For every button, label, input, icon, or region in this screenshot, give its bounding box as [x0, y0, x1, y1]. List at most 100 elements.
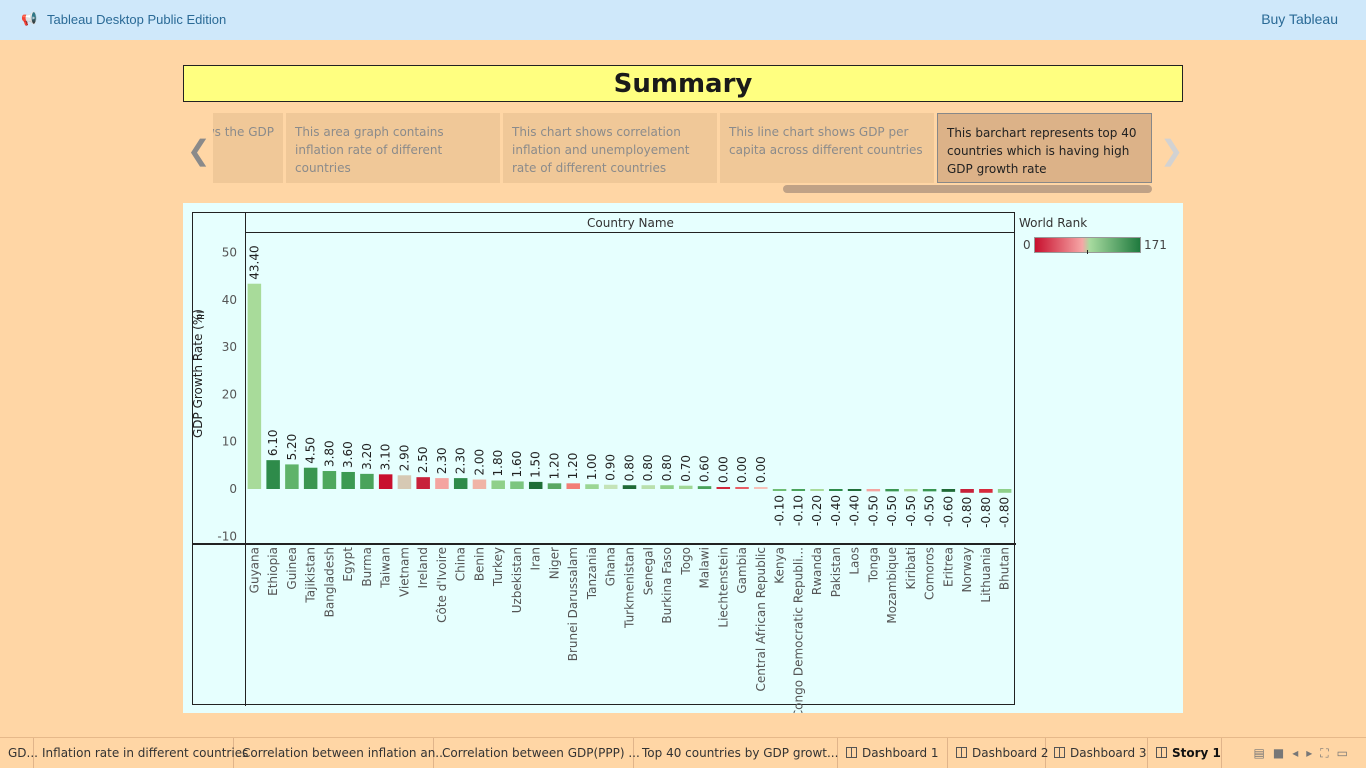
- story-point-3[interactable]: This chart shows correlation inflation a…: [503, 113, 717, 183]
- bar[interactable]: [303, 467, 318, 489]
- category-label[interactable]: Liechtenstein: [716, 547, 730, 628]
- bar[interactable]: [435, 478, 449, 489]
- story-point-1[interactable]: This map shows the GDP: [213, 113, 283, 183]
- category-label[interactable]: Pakistan: [829, 547, 843, 597]
- bar[interactable]: [528, 481, 543, 489]
- category-label[interactable]: Senegal: [641, 547, 655, 595]
- category-label[interactable]: Malawi: [698, 547, 712, 589]
- sheet-tab[interactable]: Dashboard 1: [838, 738, 948, 768]
- bar[interactable]: [397, 475, 412, 489]
- category-label[interactable]: Ghana: [604, 547, 618, 586]
- bar[interactable]: [791, 489, 806, 491]
- bar[interactable]: [285, 464, 299, 489]
- category-label[interactable]: Egypt: [341, 547, 355, 582]
- bar[interactable]: [622, 485, 637, 489]
- category-label[interactable]: Mozambique: [885, 547, 899, 624]
- bar[interactable]: [885, 489, 899, 492]
- category-label[interactable]: Togo: [679, 547, 693, 576]
- fit-icon[interactable]: ⛶: [1320, 746, 1337, 760]
- sheet-tab[interactable]: Dashboard 2: [948, 738, 1049, 768]
- category-label[interactable]: Tanzania: [585, 547, 599, 600]
- category-label[interactable]: Vietnam: [397, 547, 411, 597]
- chevron-left-icon[interactable]: ❮: [187, 134, 211, 167]
- category-label[interactable]: Taiwan: [379, 547, 393, 589]
- bar[interactable]: [866, 489, 881, 492]
- bar[interactable]: [472, 479, 487, 489]
- bar[interactable]: [341, 471, 355, 489]
- bar[interactable]: [829, 489, 843, 491]
- bar[interactable]: [266, 460, 280, 489]
- bar[interactable]: [641, 485, 656, 489]
- bar[interactable]: [979, 489, 993, 493]
- category-label[interactable]: Rwanda: [810, 547, 824, 595]
- bar[interactable]: [566, 483, 580, 489]
- bar[interactable]: [247, 283, 262, 489]
- category-label[interactable]: Bangladesh: [322, 547, 336, 617]
- category-label[interactable]: Ethiopia: [266, 547, 280, 596]
- category-label[interactable]: Laos: [848, 547, 862, 575]
- category-label[interactable]: Central African Republic: [754, 547, 768, 691]
- story-point-5[interactable]: This barchart represents top 40 countrie…: [937, 113, 1152, 183]
- bar[interactable]: [360, 473, 374, 489]
- category-label[interactable]: Niger: [547, 547, 561, 579]
- category-label[interactable]: Côte d'Ivoire: [435, 547, 449, 623]
- category-label[interactable]: Uzbekistan: [510, 547, 524, 613]
- category-label[interactable]: Kenya: [773, 547, 787, 584]
- bar[interactable]: [603, 484, 618, 489]
- category-label[interactable]: Norway: [960, 547, 974, 593]
- bar[interactable]: [772, 489, 787, 491]
- prev-icon[interactable]: ◂: [1292, 746, 1307, 760]
- story-scrollbar[interactable]: [783, 185, 1152, 193]
- category-label[interactable]: Burma: [360, 547, 374, 587]
- buy-tableau-link[interactable]: Buy Tableau: [1261, 11, 1338, 27]
- sheet-tab[interactable]: GD...: [0, 738, 38, 768]
- bar[interactable]: [322, 471, 337, 489]
- category-label[interactable]: Tonga: [866, 547, 880, 583]
- category-label[interactable]: Brunei Darussalam: [566, 547, 580, 661]
- bar[interactable]: [416, 477, 430, 489]
- bar[interactable]: [960, 489, 974, 493]
- bar[interactable]: [904, 489, 918, 492]
- category-label[interactable]: Bhutan: [998, 547, 1012, 590]
- bar[interactable]: [810, 489, 824, 491]
- bar[interactable]: [378, 474, 393, 489]
- sheet-tab[interactable]: Inflation rate in different countries: [34, 738, 248, 768]
- sheet-tab[interactable]: Correlation between GDP(PPP) ...: [434, 738, 640, 768]
- category-label[interactable]: Ireland: [416, 547, 430, 589]
- category-label[interactable]: Turkey: [491, 547, 505, 587]
- category-label[interactable]: Iran: [529, 547, 543, 570]
- bar[interactable]: [510, 481, 524, 489]
- category-label[interactable]: China: [454, 547, 468, 581]
- sheet-sorter-icon[interactable]: ▤: [1253, 746, 1273, 760]
- category-label[interactable]: Benin: [472, 547, 486, 581]
- present-icon[interactable]: ▭: [1336, 746, 1356, 760]
- bar[interactable]: [754, 487, 768, 489]
- story-point-4[interactable]: This line chart shows GDP per capita acr…: [720, 113, 934, 183]
- category-label[interactable]: Congo Democratic Republi...: [791, 547, 805, 713]
- category-label[interactable]: Guinea: [285, 547, 299, 590]
- category-label[interactable]: Eritrea: [941, 547, 955, 587]
- sort-icon[interactable]: ☰: [196, 311, 205, 322]
- bar[interactable]: [660, 485, 674, 489]
- bar[interactable]: [735, 487, 749, 489]
- category-label[interactable]: Lithuania: [979, 547, 993, 603]
- bar[interactable]: [491, 480, 505, 489]
- bar[interactable]: [547, 483, 562, 489]
- category-label[interactable]: Gambia: [735, 547, 749, 594]
- bar[interactable]: [941, 489, 956, 492]
- chevron-right-icon[interactable]: ❯: [1160, 134, 1184, 167]
- bar[interactable]: [716, 487, 731, 489]
- sheet-tab[interactable]: Top 40 countries by GDP growt...: [634, 738, 838, 768]
- filmstrip-icon[interactable]: ■: [1272, 746, 1293, 760]
- sheet-tab[interactable]: Dashboard 3: [1046, 738, 1148, 768]
- category-label[interactable]: Tajikistan: [304, 547, 318, 604]
- category-label[interactable]: Turkmenistan: [623, 547, 637, 629]
- bar[interactable]: [679, 485, 693, 489]
- story-point-2[interactable]: This area graph contains inflation rate …: [286, 113, 500, 183]
- category-label[interactable]: Burkina Faso: [660, 547, 674, 624]
- bar[interactable]: [997, 489, 1012, 493]
- sheet-tab[interactable]: Correlation between inflation an...: [234, 738, 447, 768]
- category-label[interactable]: Kiribati: [904, 547, 918, 589]
- category-label[interactable]: Guyana: [247, 547, 261, 593]
- bar[interactable]: [847, 489, 862, 491]
